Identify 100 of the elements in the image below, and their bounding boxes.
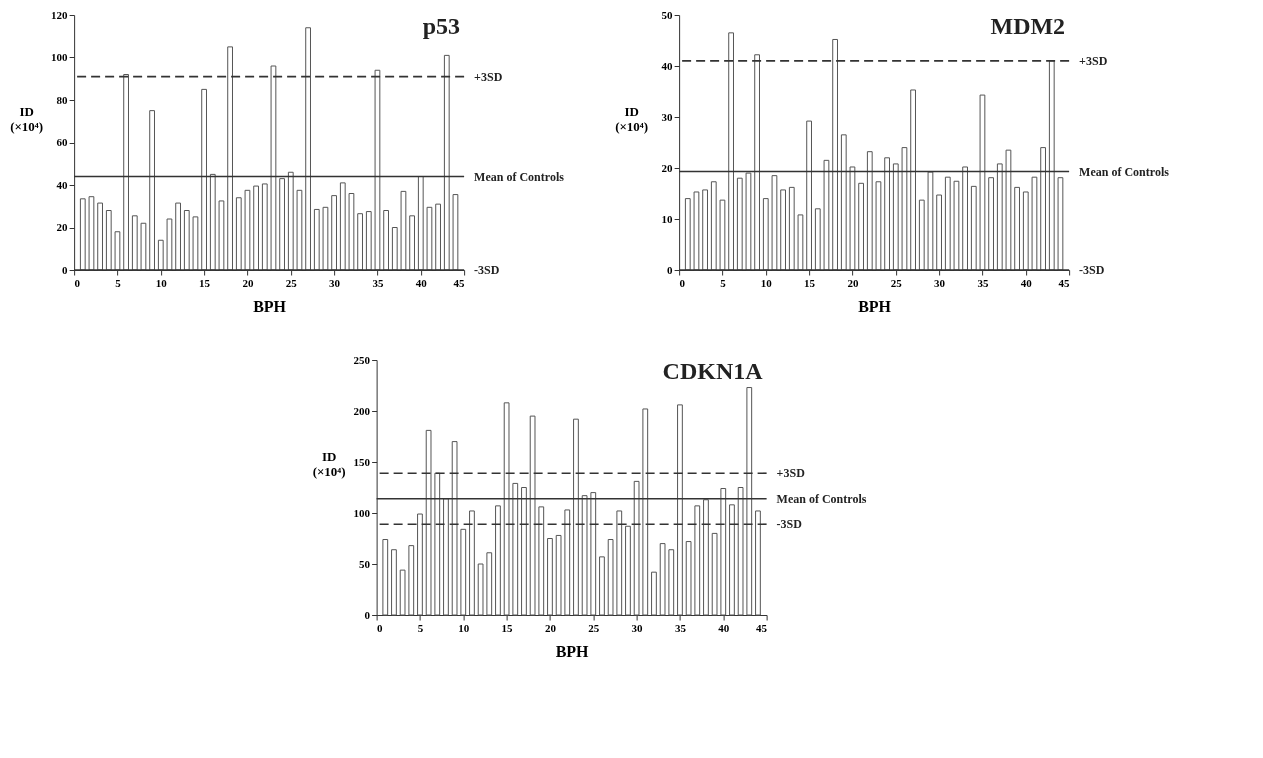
x-tick-label: 0 — [679, 276, 686, 289]
x-tick-label: 5 — [720, 276, 727, 289]
y-tick-label: 20 — [661, 161, 674, 174]
bar — [322, 206, 329, 271]
bar — [642, 408, 649, 616]
bar — [988, 177, 994, 271]
bar — [693, 191, 700, 271]
bar — [503, 402, 510, 616]
bar — [694, 505, 701, 616]
chart-title: MDM2 — [990, 13, 1066, 39]
y-tick-label: 100 — [353, 506, 371, 519]
bar — [443, 54, 450, 271]
bar — [287, 171, 294, 271]
bar — [573, 418, 579, 616]
x-tick-label: 40 — [1020, 276, 1033, 289]
y-tick-label: 40 — [56, 178, 69, 191]
bar — [607, 539, 614, 616]
y-tick-label: 150 — [353, 455, 371, 468]
x-tick-label: 15 — [804, 276, 816, 289]
bar — [962, 166, 968, 271]
y-tick-label: 30 — [661, 110, 674, 123]
bar — [538, 506, 545, 616]
ref-line-label: +3SD — [474, 69, 503, 84]
chart-title: p53 — [422, 13, 461, 39]
bar — [866, 151, 873, 271]
bar — [729, 504, 735, 616]
bar — [149, 110, 155, 271]
x-tick-label: 30 — [329, 276, 341, 289]
bar — [703, 499, 709, 616]
y-tick-label: 0 — [667, 263, 674, 276]
bar — [659, 543, 666, 616]
bar — [382, 539, 389, 616]
bar — [737, 487, 744, 616]
bar — [409, 215, 415, 271]
bar — [936, 194, 942, 271]
x-tick-label: 35 — [372, 276, 384, 289]
bar — [408, 545, 415, 616]
bar — [771, 175, 778, 271]
y-tick-label: 100 — [51, 51, 69, 63]
bar — [788, 186, 795, 271]
bar — [348, 193, 355, 271]
x-tick-label: 40 — [718, 621, 730, 634]
bar — [875, 181, 882, 271]
bar — [469, 510, 475, 616]
bar — [123, 74, 129, 271]
x-tick-label: 20 — [847, 276, 859, 289]
ref-line-label: Mean of Controls — [776, 491, 867, 506]
bar — [1048, 60, 1055, 271]
y-tick-label: 40 — [661, 59, 674, 72]
bar — [209, 173, 216, 271]
x-axis-title: BPH — [253, 297, 287, 315]
ref-line-label: +3SD — [776, 466, 806, 481]
bar — [685, 541, 692, 616]
y-axis-title: ID (×10⁴) — [312, 449, 346, 480]
bar — [451, 441, 458, 616]
bar — [131, 215, 138, 271]
bar — [331, 195, 337, 271]
bar — [979, 94, 986, 271]
bar — [452, 194, 459, 271]
bar — [460, 528, 467, 616]
bar — [547, 538, 553, 616]
bar — [702, 189, 708, 271]
bar — [1014, 186, 1020, 271]
x-tick-label: 20 — [242, 276, 254, 289]
bar — [79, 198, 86, 271]
bar — [521, 487, 527, 616]
x-tick-label: 10 — [760, 276, 773, 289]
y-tick-label: 20 — [56, 221, 69, 233]
x-tick-label: 5 — [417, 621, 424, 634]
bar — [227, 46, 233, 271]
bar — [797, 214, 804, 271]
bar — [426, 206, 433, 271]
x-tick-label: 10 — [458, 621, 470, 634]
bar — [710, 181, 717, 271]
bar — [270, 65, 277, 271]
bar — [754, 54, 760, 271]
bar — [399, 569, 406, 616]
bar — [918, 199, 925, 271]
bar — [391, 227, 398, 271]
bar — [668, 549, 675, 616]
y-tick-label: 200 — [353, 404, 371, 417]
bar — [296, 189, 303, 271]
bar — [1040, 147, 1046, 271]
bar — [383, 210, 389, 271]
bar — [736, 177, 743, 271]
x-tick-label: 45 — [1058, 276, 1071, 289]
chart-title: CDKN1A — [662, 358, 764, 384]
bar — [114, 231, 121, 271]
bar — [651, 571, 657, 616]
bar — [391, 549, 397, 616]
bar — [140, 222, 147, 271]
bar — [435, 203, 441, 271]
y-tick-label: 250 — [353, 353, 371, 366]
bar — [529, 415, 536, 616]
bar — [339, 182, 346, 271]
bar — [832, 38, 838, 271]
x-tick-label: 45 — [756, 621, 768, 634]
bar — [814, 208, 821, 271]
bar — [365, 211, 372, 271]
y-tick-label: 120 — [51, 8, 69, 21]
